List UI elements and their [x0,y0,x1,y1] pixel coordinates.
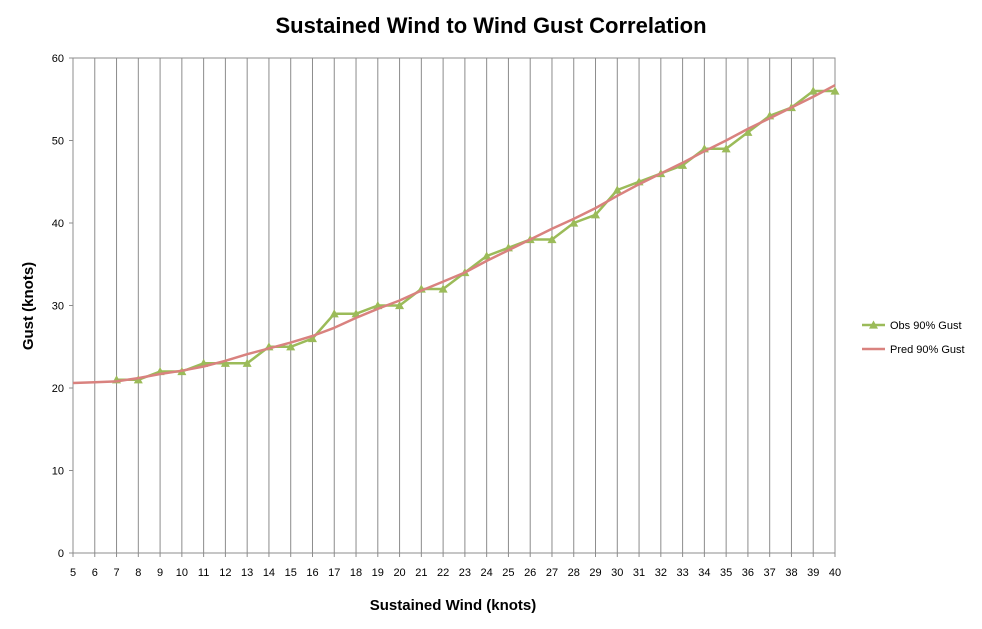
x-tick-label: 16 [306,567,318,579]
x-tick-label: 8 [135,567,141,579]
y-tick-label: 60 [52,53,64,65]
x-tick-label: 19 [372,567,384,579]
x-tick-label: 18 [350,567,362,579]
y-axis-title: Gust (knots) [20,262,37,350]
data-point [743,127,753,136]
data-point [678,160,688,169]
x-tick-label: 24 [481,567,493,579]
data-point [830,86,840,95]
x-tick-label: 7 [113,567,119,579]
data-point [307,334,317,343]
data-point [591,210,601,219]
data-point [569,218,579,227]
series-obs-90-gust [112,86,840,384]
plot-area [72,57,836,554]
y-tick-label: 30 [52,301,64,313]
x-tick-label: 32 [655,567,667,579]
data-point [329,309,339,318]
x-tick-label: 22 [437,567,449,579]
chart-title: Sustained Wind to Wind Gust Correlation [275,13,706,38]
x-tick-label: 6 [92,567,98,579]
y-tick-label: 10 [52,466,64,478]
data-point [547,235,557,244]
x-tick-label: 9 [157,567,163,579]
x-tick-label: 39 [807,567,819,579]
legend-label: Obs 90% Gust [890,320,962,332]
x-tick-labels: 5 6 7 8 9 10 11 12 13 14 15 16 17 18 19 20 21 22 23 24 25 26 2… [70,553,841,579]
plot-border [72,57,836,554]
series-line [116,89,835,382]
data-point [242,358,252,367]
legend-label: Pred 90% Gust [890,344,965,356]
data-point [286,342,296,351]
data-point [351,309,361,318]
data-point [721,144,731,153]
y-tick-label: 40 [52,218,64,230]
x-tick-label: 40 [829,567,841,579]
data-point [612,185,622,194]
x-axis-title: Sustained Wind (knots) [370,597,537,614]
x-tick-label: 25 [502,567,514,579]
y-tick-label: 0 [58,548,64,560]
data-point [438,284,448,293]
x-tick-label: 20 [393,567,405,579]
x-tick-label: 36 [742,567,754,579]
x-tick-label: 29 [589,567,601,579]
x-tick-label: 37 [764,567,776,579]
x-tick-label: 23 [459,567,471,579]
data-point [482,251,492,260]
x-tick-label: 5 [70,567,76,579]
x-tick-label: 38 [785,567,797,579]
series-pred-90-gust [72,84,836,385]
series-line [72,84,836,385]
legend-marker [869,320,878,329]
x-tick-label: 26 [524,567,536,579]
data-point [395,301,405,310]
x-tick-label: 13 [241,567,253,579]
x-tick-label: 33 [676,567,688,579]
x-tick-label: 30 [611,567,623,579]
grid [72,58,836,553]
legend: Obs 90% Gust Pred 90% Gust [862,320,965,356]
data-point [808,86,818,95]
x-tick-label: 12 [219,567,231,579]
x-tick-label: 34 [698,567,710,579]
x-tick-label: 35 [720,567,732,579]
y-tick-label: 20 [52,383,64,395]
series-layer [72,84,840,385]
x-tick-label: 17 [328,567,340,579]
x-tick-label: 28 [568,567,580,579]
x-tick-label: 15 [285,567,297,579]
x-tick-label: 10 [176,567,188,579]
x-tick-label: 21 [415,567,427,579]
y-tick-labels: 0 10 20 30 40 50 60 [52,53,73,560]
x-tick-label: 27 [546,567,558,579]
x-tick-label: 31 [633,567,645,579]
y-tick-label: 50 [52,136,64,148]
data-point [220,358,230,367]
x-tick-label: 14 [263,567,275,579]
x-tick-label: 11 [198,567,209,579]
